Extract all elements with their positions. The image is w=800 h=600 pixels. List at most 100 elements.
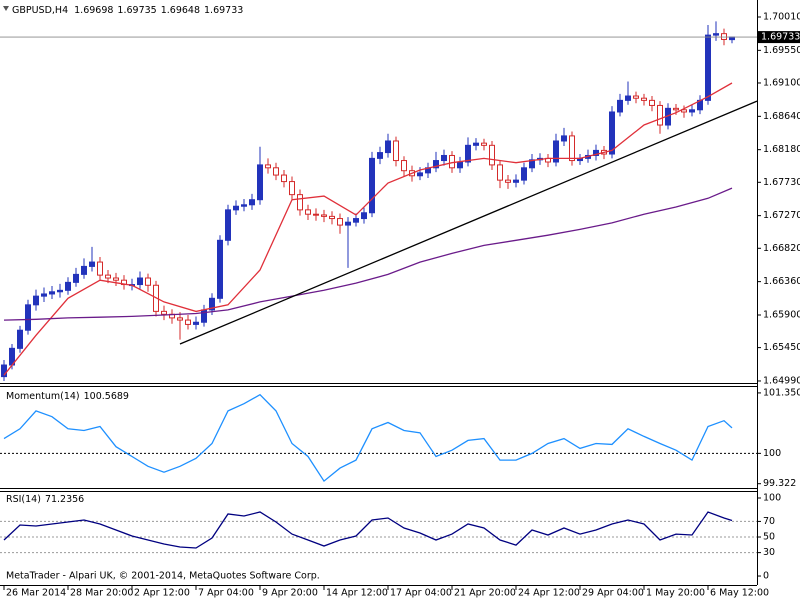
candle-body: [137, 277, 143, 286]
indicator-line: [3, 511, 733, 549]
candle-body: [65, 281, 71, 291]
y-tick-label: 1.67730: [763, 177, 800, 188]
candle-body: [177, 317, 183, 321]
candle-body: [609, 111, 615, 155]
y-tick-label: 0: [763, 571, 769, 582]
candle-body: [393, 140, 399, 162]
moving-average: [3, 187, 733, 321]
indicator-line: [3, 393, 733, 483]
moving-average: [3, 82, 733, 376]
candle-body: [361, 212, 367, 220]
candle-body: [97, 261, 103, 276]
x-tick-label: 21 Apr 20:00: [454, 588, 516, 599]
candle-body: [681, 109, 687, 113]
candle-body: [369, 157, 375, 214]
candle-body: [297, 194, 303, 211]
y-tick-label: 100: [763, 493, 781, 504]
candle-body: [713, 33, 719, 36]
candle-body: [25, 304, 31, 331]
candle-body: [561, 135, 567, 142]
candle-body: [193, 321, 199, 325]
candle-body: [441, 154, 447, 162]
x-tick-label: 17 Apr 04:00: [390, 588, 452, 599]
y-tick-label: 100: [763, 448, 781, 459]
candle-body: [249, 199, 255, 206]
candle-body: [321, 214, 327, 217]
candle-body: [73, 273, 79, 283]
y-tick-label: 1.69550: [763, 45, 800, 56]
y-tick-label: 1.65900: [763, 309, 800, 320]
x-tick-label: 24 Apr 12:00: [518, 588, 580, 599]
candle-body: [305, 209, 311, 215]
y-tick-label: 50: [763, 532, 775, 543]
x-tick-label: 28 Mar 20:00: [70, 588, 133, 599]
candle-body: [161, 310, 167, 315]
y-tick-label: 30: [763, 547, 775, 558]
candle-body: [529, 159, 535, 169]
candle-body: [617, 99, 623, 113]
candle-body: [105, 274, 111, 279]
candle-body: [673, 107, 679, 111]
candle-body: [689, 109, 695, 113]
x-tick-label: 14 Apr 12:00: [326, 588, 388, 599]
quote-low: 1.69648: [161, 5, 200, 16]
candle-body: [257, 164, 263, 201]
y-tick-label: 1.65450: [763, 342, 800, 353]
trend-line: [179, 100, 758, 345]
symbol-icon: [3, 6, 9, 11]
candle-body: [721, 33, 727, 40]
candle-body: [329, 215, 335, 220]
candle-body: [553, 140, 559, 163]
quote-open: 1.69698: [74, 5, 113, 16]
chart-title: GBPUSD,H4 1.69698 1.69735 1.69648 1.69733: [12, 5, 243, 16]
indicator-name: RSI(14): [6, 494, 41, 505]
candle-body: [481, 142, 487, 146]
x-tick-label: 6 May 12:00: [710, 588, 769, 599]
candle-body: [81, 265, 87, 275]
candle-body: [657, 104, 663, 126]
candle-body: [521, 167, 527, 181]
candle-body: [265, 164, 271, 169]
candle-body: [225, 209, 231, 241]
indicator-title: RSI(14) 71.2356: [6, 494, 84, 505]
candle-body: [345, 221, 351, 226]
candle-body: [489, 144, 495, 166]
quote-close: 1.69733: [204, 5, 243, 16]
x-tick-label: 29 Apr 04:00: [582, 588, 644, 599]
candle-body: [505, 179, 511, 183]
y-tick-label: 101.3508: [763, 387, 800, 398]
x-tick-label: 2 Apr 12:00: [134, 588, 190, 599]
candle-body: [513, 179, 519, 183]
candle-body: [33, 295, 39, 306]
y-tick-label: 99.322: [763, 478, 796, 489]
candle-body: [289, 181, 295, 196]
candle-body: [417, 172, 423, 177]
y-tick-label: 1.68180: [763, 144, 800, 155]
symbol: GBPUSD,H4: [12, 5, 68, 16]
candle-body: [473, 142, 479, 146]
candle-body: [49, 291, 55, 295]
candle-body: [385, 140, 391, 154]
candle-body: [401, 160, 407, 172]
y-tick-label: 1.67270: [763, 210, 800, 221]
candle-body: [649, 99, 655, 106]
y-tick-label: 1.70010: [763, 11, 800, 22]
candle-body: [449, 154, 455, 169]
y-tick-label: 1.66820: [763, 243, 800, 254]
candle-body: [337, 218, 343, 226]
candle-body: [17, 329, 23, 349]
candle-body: [241, 204, 247, 207]
y-tick-label: 1.68640: [763, 111, 800, 122]
candle-body: [113, 277, 119, 281]
y-tick-label: 1.69100: [763, 77, 800, 88]
y-tick-label: 1.64990: [763, 375, 800, 386]
candle-body: [593, 149, 599, 156]
indicator-value: 71.2356: [45, 494, 84, 505]
candle-body: [353, 218, 359, 223]
candle-body: [633, 95, 639, 99]
candle-body: [89, 261, 95, 267]
candle-body: [625, 95, 631, 101]
candle-body: [705, 34, 711, 101]
